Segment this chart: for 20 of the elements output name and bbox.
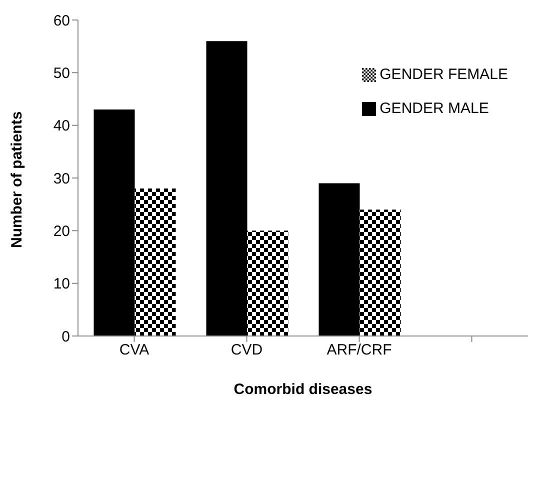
bar bbox=[134, 188, 176, 336]
y-tick-label: 20 bbox=[53, 222, 70, 240]
y-tick-label: 40 bbox=[53, 118, 70, 135]
legend-label: GENDER MALE bbox=[380, 100, 489, 117]
bar bbox=[318, 183, 360, 336]
bar bbox=[247, 230, 288, 336]
bar bbox=[206, 41, 248, 336]
x-axis-title: Comorbid diseases bbox=[234, 381, 372, 398]
y-tick-label: 30 bbox=[53, 170, 70, 188]
y-tick-label: 10 bbox=[53, 276, 70, 293]
y-tick-label: 60 bbox=[53, 12, 70, 30]
bar bbox=[360, 210, 401, 336]
y-tick-label: 50 bbox=[53, 64, 70, 82]
x-tick-label: CVD bbox=[230, 342, 263, 359]
legend-label: GENDER FEMALE bbox=[380, 66, 508, 83]
bar bbox=[94, 110, 135, 336]
y-axis-title: Number of patients bbox=[8, 111, 26, 248]
y-tick-label: 0 bbox=[62, 328, 70, 346]
x-tick-label: ARF/CRF bbox=[326, 342, 392, 359]
x-tick-label: CVA bbox=[119, 342, 150, 359]
